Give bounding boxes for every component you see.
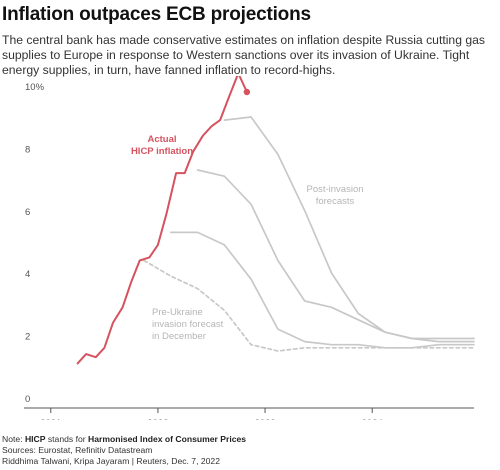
x-tick-label: 2024 bbox=[362, 418, 383, 420]
y-tick-label: 8 bbox=[25, 144, 30, 155]
annotation-post-invasion: forecasts bbox=[316, 196, 355, 207]
annotation-pre-ukraine: invasion forecast bbox=[152, 319, 224, 330]
annotation-pre-ukraine: in December bbox=[152, 331, 206, 342]
y-tick-label: 4 bbox=[25, 269, 30, 280]
footer-sources: Sources: Eurostat, Refinitiv Datastream bbox=[2, 445, 153, 455]
x-tick-label: 2023 bbox=[255, 418, 276, 420]
series-line-forecast-sep-2022 bbox=[223, 116, 475, 340]
series-group bbox=[76, 76, 475, 365]
x-tick-label: 2021 bbox=[40, 418, 61, 420]
series-line-actual bbox=[76, 76, 248, 365]
y-tick-label: 10% bbox=[25, 82, 45, 93]
y-axis-labels: 0 2 4 6 8 10% bbox=[25, 82, 45, 405]
series-line-forecast-jun-2022 bbox=[196, 169, 475, 343]
latest-value-marker bbox=[243, 88, 251, 96]
annotation-actual: HICP inflation bbox=[131, 146, 193, 157]
series-line-pre-ukraine-dec-2021 bbox=[143, 259, 475, 352]
y-tick-label: 2 bbox=[25, 332, 30, 343]
annotation-post-invasion: Post-invasion bbox=[306, 184, 363, 195]
annotation-pre-ukraine: Pre-Ukraine bbox=[152, 307, 203, 318]
x-axis: 2021 2022 2023 2024 bbox=[24, 407, 474, 420]
chart-title: Inflation outpaces ECB projections bbox=[2, 4, 311, 25]
y-tick-label: 0 bbox=[25, 394, 30, 405]
footer-note: Note: HICP stands for Harmonised Index o… bbox=[2, 434, 247, 444]
annotation-actual: Actual bbox=[147, 134, 176, 145]
chart-subtitle: The central bank has made conservative e… bbox=[2, 33, 486, 77]
y-tick-label: 6 bbox=[25, 207, 30, 218]
series-line-forecast-mar-2022 bbox=[169, 231, 475, 349]
x-tick-label: 2022 bbox=[147, 418, 168, 420]
footer-credits: Riddhima Talwani, Kripa Jayaram | Reuter… bbox=[2, 456, 220, 466]
